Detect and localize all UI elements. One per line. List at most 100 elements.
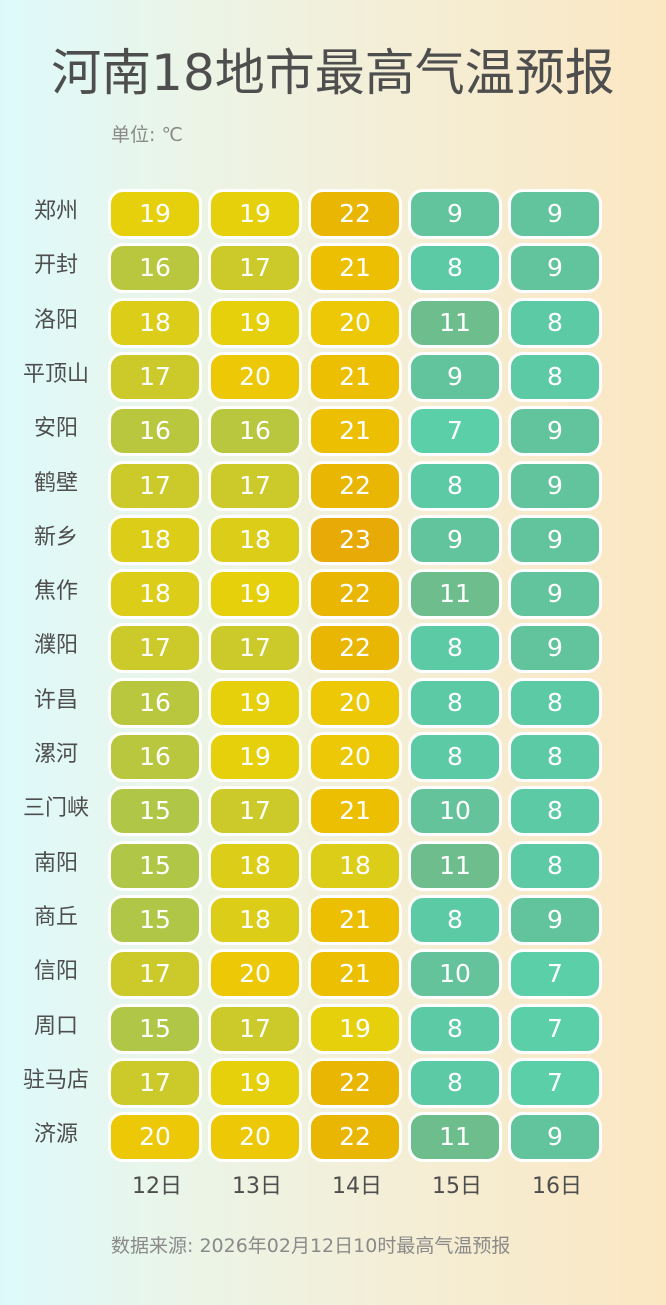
- city-label: 开封: [33, 253, 78, 279]
- heatmap-row: 鹤壁 17 17 22 8 9: [0, 460, 666, 511]
- temperature-cell: 8: [408, 460, 502, 511]
- temperature-cell: 19: [308, 1003, 402, 1054]
- heatmap-row: 信阳 17 20 21 10 7: [0, 949, 666, 1000]
- temperature-cell: 17: [208, 786, 302, 837]
- temperature-cell: 22: [308, 1112, 402, 1163]
- temperature-cell: 17: [108, 351, 202, 402]
- city-label: 新乡: [33, 524, 78, 550]
- temperature-cell: 23: [308, 514, 402, 565]
- temperature-cell: 16: [108, 406, 202, 457]
- heatmap-row: 南阳 15 18 18 11 8: [0, 840, 666, 891]
- heatmap-row: 郑州 19 19 22 9 9: [0, 189, 666, 239]
- temperature-cell: 17: [108, 949, 202, 1000]
- temperature-cell: 9: [508, 189, 602, 239]
- temperature-cell: 20: [308, 732, 402, 782]
- heatmap-row: 开封 16 17 21 8 9: [0, 243, 666, 294]
- temperature-cell: 8: [508, 840, 602, 891]
- city-label: 郑州: [33, 199, 78, 224]
- temperature-cell: 11: [408, 297, 502, 348]
- city-label: 焦作: [33, 579, 78, 605]
- temperature-cell: 7: [508, 949, 602, 1000]
- temperature-cell: 9: [408, 351, 502, 402]
- temperature-cell: 11: [408, 1112, 502, 1163]
- heatmap-row: 新乡 18 18 23 9 9: [0, 514, 666, 565]
- temperature-cell: 15: [108, 786, 202, 837]
- heatmap-row: 周口 15 17 19 8 7: [0, 1003, 666, 1054]
- city-label: 济源: [33, 1122, 78, 1148]
- page-title: 河南18地市最高气温预报: [51, 44, 615, 102]
- temperature-cell: 18: [108, 514, 202, 565]
- city-label: 洛阳: [33, 307, 78, 333]
- temperature-cell: 20: [308, 677, 402, 728]
- city-label: 三门峡: [22, 796, 89, 822]
- temperature-cell: 8: [408, 1003, 502, 1054]
- heatmap-row: 商丘 15 18 21 8 9: [0, 894, 666, 945]
- temperature-cell: 18: [208, 840, 302, 891]
- day-label: 14日: [332, 1174, 382, 1199]
- temperature-cell: 8: [408, 732, 502, 782]
- temperature-cell: 21: [308, 949, 402, 1000]
- temperature-cell: 16: [108, 243, 202, 294]
- day-label: 16日: [532, 1174, 582, 1199]
- temperature-cell: 20: [208, 949, 302, 1000]
- city-label: 南阳: [33, 850, 78, 876]
- temperature-cell: 9: [508, 460, 602, 511]
- city-label: 商丘: [33, 904, 78, 930]
- temperature-cell: 17: [108, 1057, 202, 1108]
- temperature-cell: 22: [308, 189, 402, 239]
- heatmap-row: 驻马店 17 19 22 8 7: [0, 1057, 666, 1108]
- x-axis-day-labels: 12日 13日 14日 15日 16日: [0, 1170, 666, 1204]
- temperature-cell: 9: [508, 623, 602, 674]
- temperature-cell: 15: [108, 894, 202, 945]
- temperature-cell: 11: [408, 840, 502, 891]
- temperature-cell: 19: [208, 189, 302, 239]
- temperature-cell: 17: [208, 460, 302, 511]
- temperature-cell: 22: [308, 569, 402, 620]
- temperature-cell: 10: [408, 949, 502, 1000]
- temperature-cell: 9: [508, 569, 602, 620]
- city-label: 许昌: [33, 687, 78, 713]
- temperature-cell: 18: [108, 569, 202, 620]
- temperature-cell: 8: [508, 786, 602, 837]
- temperature-cell: 10: [408, 786, 502, 837]
- heatmap-row: 焦作 18 19 22 11 9: [0, 569, 666, 620]
- temperature-cell: 20: [208, 1112, 302, 1163]
- temperature-cell: 8: [408, 623, 502, 674]
- temperature-cell: 18: [108, 297, 202, 348]
- heatmap-row: 濮阳 17 17 22 8 9: [0, 623, 666, 674]
- day-label: 15日: [432, 1174, 482, 1199]
- heatmap-row: 平顶山 17 20 21 9 8: [0, 351, 666, 402]
- temperature-cell: 21: [308, 243, 402, 294]
- temperature-cell: 11: [408, 569, 502, 620]
- temperature-cell: 9: [408, 514, 502, 565]
- temperature-cell: 18: [308, 840, 402, 891]
- temperature-cell: 22: [308, 460, 402, 511]
- temperature-cell: 9: [508, 514, 602, 565]
- temperature-cell: 17: [108, 460, 202, 511]
- city-label: 漯河: [33, 742, 78, 767]
- temperature-cell: 9: [508, 1112, 602, 1163]
- temperature-cell: 22: [308, 623, 402, 674]
- heatmap-row: 漯河 16 19 20 8 8: [0, 732, 666, 782]
- heatmap-row: 洛阳 18 19 20 11 8: [0, 297, 666, 348]
- temperature-cell: 20: [308, 297, 402, 348]
- temperature-cell: 17: [208, 623, 302, 674]
- unit-label: 单位: ℃: [111, 124, 183, 146]
- city-label: 鹤壁: [33, 470, 78, 496]
- temperature-cell: 8: [408, 894, 502, 945]
- temperature-cell: 8: [408, 1057, 502, 1108]
- temperature-cell: 21: [308, 351, 402, 402]
- temperature-cell: 7: [508, 1003, 602, 1054]
- temperature-cell: 18: [208, 514, 302, 565]
- heatmap-row: 许昌 16 19 20 8 8: [0, 677, 666, 728]
- temperature-cell: 15: [108, 1003, 202, 1054]
- temperature-cell: 16: [108, 677, 202, 728]
- temperature-cell: 18: [208, 894, 302, 945]
- temperature-cell: 17: [108, 623, 202, 674]
- temperature-cell: 9: [508, 243, 602, 294]
- temperature-cell: 9: [508, 894, 602, 945]
- temperature-cell: 8: [508, 297, 602, 348]
- city-label: 信阳: [33, 959, 78, 985]
- city-label: 安阳: [33, 416, 78, 442]
- temperature-cell: 15: [108, 840, 202, 891]
